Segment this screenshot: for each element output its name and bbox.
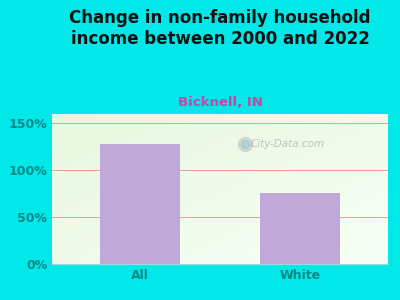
Bar [100,144,180,264]
Text: Bicknell, IN: Bicknell, IN [178,96,262,109]
Text: City-Data.com: City-Data.com [250,139,324,149]
Text: Change in non-family household
income between 2000 and 2022: Change in non-family household income be… [69,9,371,48]
Bar [260,193,340,264]
